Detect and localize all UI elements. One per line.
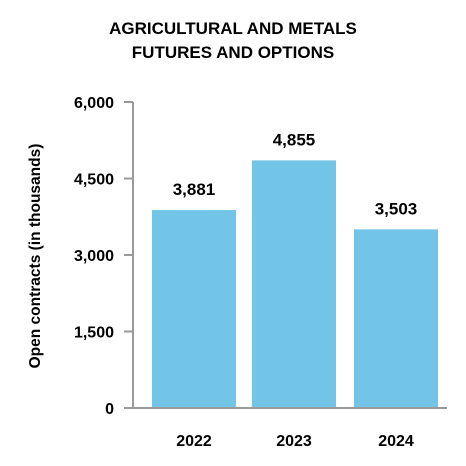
bar-2024 — [354, 229, 438, 408]
y-tick-label-0: 0 — [105, 401, 114, 418]
x-tick-label-2022: 2022 — [176, 433, 212, 450]
y-tick-label-1500: 1,500 — [74, 325, 114, 342]
chart-title: AGRICULTURAL AND METALS FUTURES AND OPTI… — [109, 19, 357, 62]
y-tick-label-4500: 4,500 — [74, 172, 114, 189]
y-axis-label: Open contracts (in thousands) — [27, 144, 44, 369]
bar-2023 — [252, 160, 336, 408]
bar-2022 — [152, 210, 236, 408]
chart-title-line-1: AGRICULTURAL AND METALS — [109, 19, 357, 38]
plot-area: 3,881 2022 4,855 2023 3,503 2024 0 1,500 3,000 4,… — [74, 95, 447, 450]
x-tick-label-2024: 2024 — [378, 433, 414, 450]
x-tick-label-2023: 2023 — [276, 433, 312, 450]
y-tick-label-3000: 3,000 — [74, 248, 114, 265]
y-tick-label-6000: 6,000 — [74, 95, 114, 112]
data-label-2023: 4,855 — [273, 130, 316, 149]
chart-title-line-2: FUTURES AND OPTIONS — [132, 43, 334, 62]
data-label-2024: 3,503 — [375, 199, 418, 218]
data-label-2022: 3,881 — [173, 180, 216, 199]
